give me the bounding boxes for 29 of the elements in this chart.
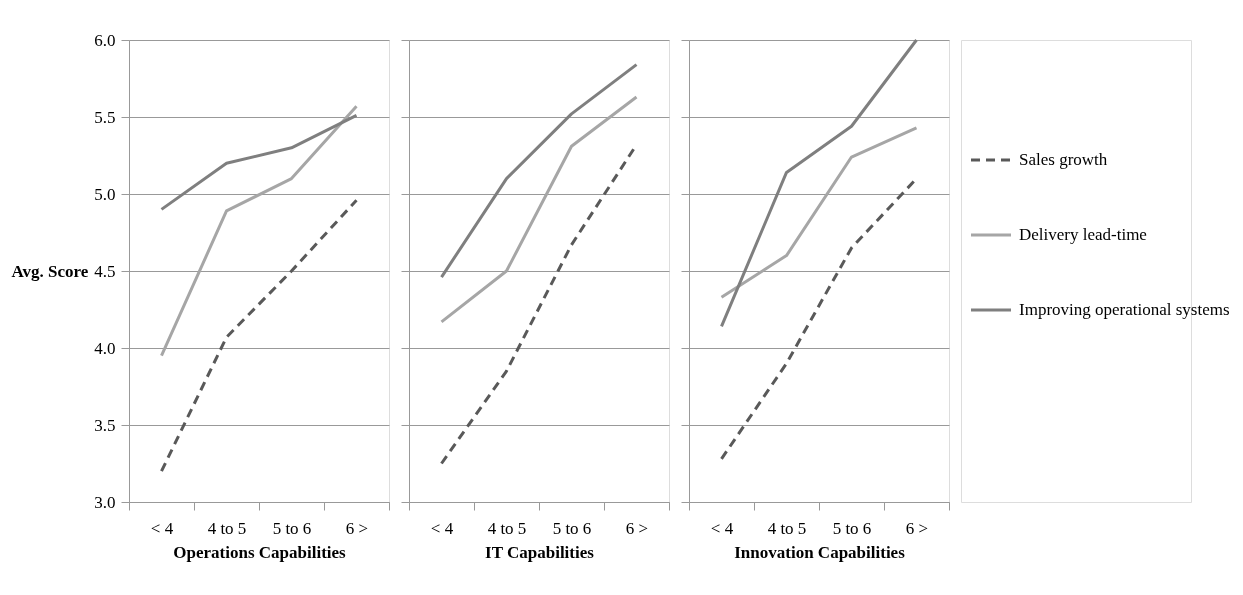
x-tick-label: < 4 (710, 518, 734, 538)
x-tick-label: 6 > (625, 518, 649, 538)
line-series (160, 113, 358, 211)
x-axis-title: Innovation Capabilities (734, 542, 906, 562)
y-tick-label: 5.5 (94, 107, 116, 127)
x-tick-label: 4 to 5 (767, 518, 807, 538)
x-axis-title: IT Capabilities (485, 542, 595, 562)
y-tick-label: 6.0 (94, 30, 116, 50)
y-tick-label: 3.0 (94, 492, 116, 512)
x-tick-label: 5 to 6 (832, 518, 872, 538)
legend-label: Sales growth (1019, 150, 1108, 169)
y-axis-title: Avg. Score (11, 261, 89, 281)
legend-label: Improving operational systems (1019, 300, 1230, 319)
x-tick-label: 5 to 6 (552, 518, 592, 538)
x-tick-label: < 4 (150, 518, 174, 538)
x-tick-label: 5 to 6 (272, 518, 312, 538)
y-tick-label: 3.5 (94, 415, 116, 435)
y-tick-label: 5.0 (94, 184, 116, 204)
x-tick-label: 6 > (905, 518, 929, 538)
x-tick-label: 4 to 5 (207, 518, 247, 538)
x-tick-label: 4 to 5 (487, 518, 527, 538)
legend-label: Delivery lead-time (1019, 225, 1147, 244)
line-series (160, 104, 358, 358)
x-tick-label: < 4 (430, 518, 454, 538)
y-tick-label: 4.0 (94, 338, 116, 358)
x-axis-title: Operations Capabilities (173, 542, 347, 562)
x-tick-label: 6 > (345, 518, 369, 538)
line-series (160, 198, 358, 473)
y-tick-label: 4.5 (94, 261, 116, 281)
